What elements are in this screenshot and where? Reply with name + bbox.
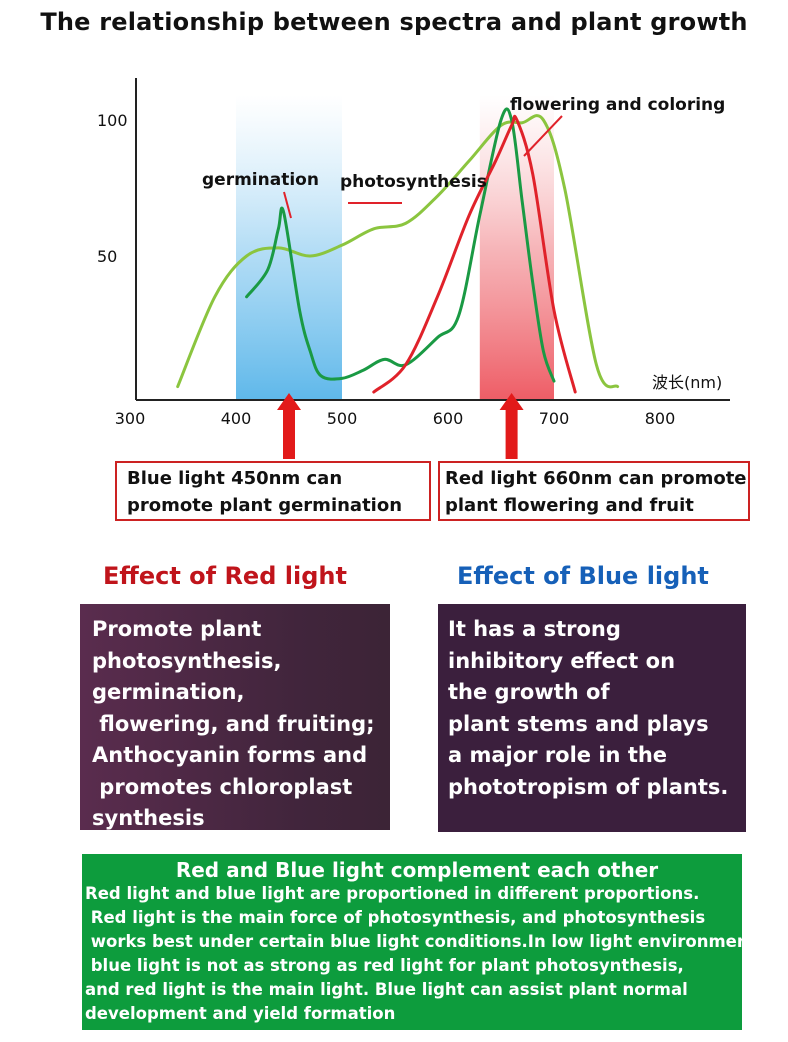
red-effect-box: Promote plant photosynthesis, germinatio…	[80, 604, 390, 830]
blue-effect-line: inhibitory effect on	[448, 648, 676, 673]
blue-note-line: Blue light 450nm can	[127, 468, 343, 489]
x-tick-label: 300	[115, 409, 146, 428]
page-title: The relationship between spectra and pla…	[40, 8, 748, 36]
blue-effect-line: phototropism of plants.	[448, 774, 729, 799]
red-effect-line: synthesis	[92, 806, 205, 830]
complement-line: development and yield formation	[85, 1004, 396, 1023]
blue-effect-line: It has a strong	[448, 617, 621, 641]
x-tick-label: 400	[221, 409, 252, 428]
red-effect-line: Anthocyanin forms and	[92, 743, 368, 767]
red-effect-line: Promote plant	[92, 617, 262, 641]
red-note-line: plant flowering and fruit	[445, 495, 694, 516]
blue-effect-title: Effect of Blue light	[457, 562, 709, 590]
red-note-arrow	[499, 393, 524, 459]
complement-line: works best under certain blue light cond…	[85, 932, 742, 951]
blue-effect-line: a major role in the	[448, 743, 668, 767]
red-effect-title: Effect of Red light	[103, 562, 347, 590]
complement-line: and red light is the main light. Blue li…	[85, 980, 688, 999]
complement-title: Red and Blue light complement each other	[175, 858, 659, 882]
x-tick-label: 600	[433, 409, 464, 428]
blue-note-line: promote plant germination	[127, 495, 403, 516]
red-effect-line: germination,	[92, 680, 245, 704]
x-tick-label: 800	[645, 409, 676, 428]
complement-line: Red light is the main force of photosynt…	[85, 908, 706, 927]
red-effect-line: promotes chloroplast	[92, 774, 353, 799]
x-tick-label: 700	[539, 409, 570, 428]
x-axis-label: 波长(nm)	[652, 373, 722, 392]
annotation-pointer	[523, 115, 563, 157]
blue-effect-box: It has a strong inhibitory effect on the…	[438, 604, 746, 832]
germination-label: germination	[202, 170, 319, 190]
red-curve	[372, 114, 577, 394]
blue-note-arrow	[277, 393, 301, 459]
light-green-curve	[176, 114, 620, 389]
complement-box: Red and Blue light complement each other…	[82, 854, 742, 1030]
blue-effect-line: the growth of	[448, 680, 610, 704]
blue-light-note: Blue light 450nm can promote plant germi…	[115, 461, 431, 521]
red-note-line: Red light 660nm can promote	[445, 468, 747, 489]
red-light-note: Red light 660nm can promote plant flower…	[438, 461, 750, 521]
red-effect-line: flowering, and fruiting;	[92, 711, 375, 736]
complement-line: Red light and blue light are proportione…	[85, 884, 700, 903]
complement-line: blue light is not as strong as red light…	[85, 956, 684, 975]
annotation-pointer	[283, 191, 292, 219]
red-effect-line: photosynthesis,	[92, 648, 282, 673]
photosynthesis-label: photosynthesis	[340, 172, 487, 192]
flowering-label: flowering and coloring	[510, 95, 725, 115]
blue-effect-line: plant stems and plays	[448, 711, 709, 736]
y-tick-label: 50	[97, 247, 117, 266]
x-tick-label: 500	[327, 409, 358, 428]
y-tick-label: 100	[97, 111, 128, 130]
spectrum-chart: 100 50 300 400 500 600 700 800 germination phot…	[97, 78, 730, 459]
